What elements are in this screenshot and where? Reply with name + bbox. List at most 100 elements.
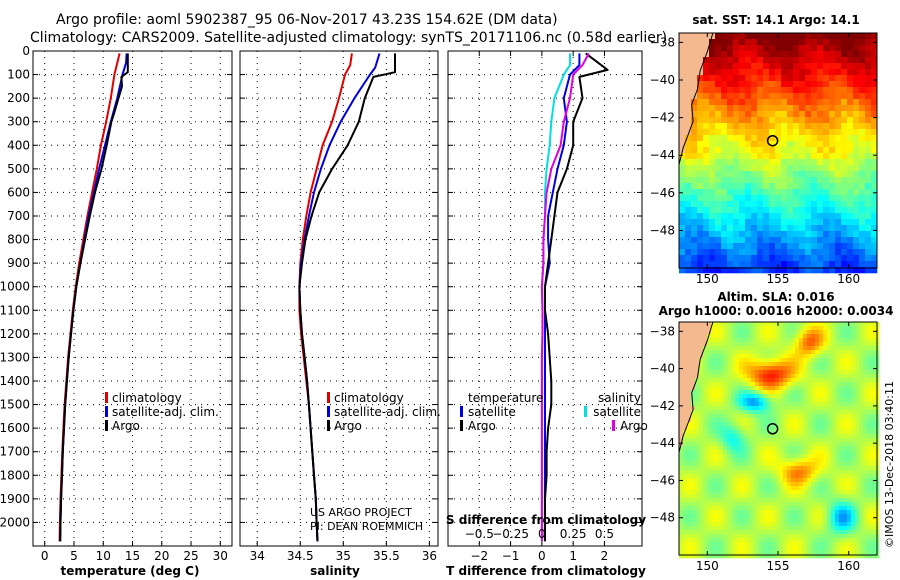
sla-cell bbox=[727, 330, 732, 335]
sst-cell bbox=[733, 75, 740, 82]
sla-cell bbox=[851, 542, 856, 547]
sla-cell bbox=[743, 530, 748, 535]
sla-cell bbox=[839, 510, 844, 515]
sla-cell bbox=[831, 442, 836, 447]
sla-cell bbox=[811, 330, 816, 335]
sla-cell bbox=[755, 526, 760, 531]
map-y-tick-label: −44 bbox=[650, 436, 675, 450]
sst-cell bbox=[727, 39, 734, 46]
sst-cell bbox=[727, 243, 734, 250]
sla-cell bbox=[859, 530, 864, 535]
sla-cell bbox=[823, 326, 828, 331]
sst-cell bbox=[853, 267, 860, 274]
sla-cell bbox=[771, 378, 776, 383]
sla-cell bbox=[755, 414, 760, 419]
sla-cell bbox=[767, 418, 772, 423]
sst-cell bbox=[799, 87, 806, 94]
sla-cell bbox=[755, 450, 760, 455]
sla-cell bbox=[767, 434, 772, 439]
sla-cell bbox=[859, 550, 864, 555]
sst-cell bbox=[817, 213, 824, 220]
sla-cell bbox=[723, 458, 728, 463]
sla-cell bbox=[823, 358, 828, 363]
sla-cell bbox=[727, 546, 732, 551]
sla-cell bbox=[755, 514, 760, 519]
sla-cell bbox=[727, 342, 732, 347]
sst-cell bbox=[787, 177, 794, 184]
sla-cell bbox=[803, 470, 808, 475]
sla-cell bbox=[747, 370, 752, 375]
sst-cell bbox=[775, 141, 782, 148]
sla-cell bbox=[679, 510, 684, 515]
sla-cell bbox=[679, 438, 684, 443]
sla-cell bbox=[843, 338, 848, 343]
sst-cell bbox=[847, 207, 854, 214]
sla-cell bbox=[799, 462, 804, 467]
sst-cell bbox=[691, 183, 698, 190]
sla-cell bbox=[859, 478, 864, 483]
sla-cell bbox=[759, 542, 764, 547]
sla-cell bbox=[743, 478, 748, 483]
sla-cell bbox=[739, 494, 744, 499]
sst-cell bbox=[817, 183, 824, 190]
sla-cell bbox=[863, 538, 868, 543]
sla-cell bbox=[783, 554, 788, 559]
sla-cell bbox=[783, 450, 788, 455]
sla-cell bbox=[747, 542, 752, 547]
sst-cell bbox=[715, 69, 722, 76]
sla-cell bbox=[791, 406, 796, 411]
sla-cell bbox=[743, 346, 748, 351]
sla-cell bbox=[839, 402, 844, 407]
sla-cell bbox=[831, 382, 836, 387]
sla-cell bbox=[683, 382, 688, 387]
sst-cell bbox=[685, 219, 692, 226]
sla-cell bbox=[751, 346, 756, 351]
sla-cell bbox=[711, 366, 716, 371]
sla-cell bbox=[743, 366, 748, 371]
sst-cell bbox=[733, 99, 740, 106]
sla-cell bbox=[687, 366, 692, 371]
sla-cell bbox=[703, 382, 708, 387]
sla-cell bbox=[819, 510, 824, 515]
legend-label-climatology: climatology bbox=[334, 391, 404, 405]
sla-cell bbox=[847, 386, 852, 391]
sla-cell bbox=[751, 326, 756, 331]
difference-panel: −2 −1 0 1 2 bbox=[447, 50, 643, 563]
sst-cell bbox=[733, 243, 740, 250]
sst-cell bbox=[745, 237, 752, 244]
sla-cell bbox=[791, 386, 796, 391]
y-tick-label: 1600 bbox=[0, 421, 30, 435]
sla-cell bbox=[723, 386, 728, 391]
sla-cell bbox=[771, 390, 776, 395]
sla-cell bbox=[847, 350, 852, 355]
sst-cell bbox=[727, 45, 734, 52]
sst-cell bbox=[745, 81, 752, 88]
sla-cell bbox=[747, 382, 752, 387]
sst-cell bbox=[811, 45, 818, 52]
sst-cell bbox=[829, 129, 836, 136]
sst-cell bbox=[751, 57, 758, 64]
sst-cell bbox=[721, 63, 728, 70]
sla-cell bbox=[687, 494, 692, 499]
sst-cell bbox=[703, 105, 710, 112]
sla-cell bbox=[747, 474, 752, 479]
sla-cell bbox=[719, 538, 724, 543]
sla-cell bbox=[831, 490, 836, 495]
sla-cell bbox=[799, 554, 804, 559]
sst-cell bbox=[865, 225, 872, 232]
sla-cell bbox=[863, 466, 868, 471]
sla-cell bbox=[803, 414, 808, 419]
sst-cell bbox=[727, 225, 734, 232]
sst-cell bbox=[853, 105, 860, 112]
sla-cell bbox=[811, 386, 816, 391]
x-tick-label: 30 bbox=[213, 549, 228, 563]
sla-cell bbox=[839, 334, 844, 339]
sla-cell bbox=[871, 454, 876, 459]
sla-cell bbox=[695, 550, 700, 555]
sla-cell bbox=[711, 358, 716, 363]
sst-cell bbox=[721, 57, 728, 64]
sst-cell bbox=[853, 201, 860, 208]
sla-cell bbox=[691, 458, 696, 463]
sst-cell bbox=[829, 93, 836, 100]
sla-cell bbox=[855, 518, 860, 523]
